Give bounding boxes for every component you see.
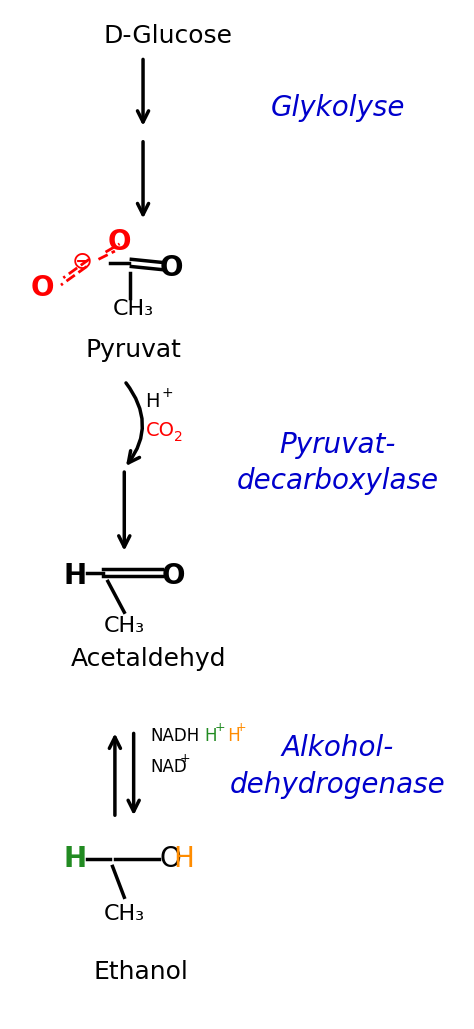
- Text: Pyruvat-
decarboxylase: Pyruvat- decarboxylase: [237, 431, 439, 495]
- Text: O: O: [30, 274, 54, 303]
- Text: O: O: [159, 845, 181, 874]
- Text: O: O: [162, 562, 185, 591]
- Text: H: H: [64, 845, 87, 874]
- Text: H: H: [64, 562, 87, 591]
- Text: CH₃: CH₃: [104, 615, 145, 636]
- Text: H: H: [204, 726, 217, 745]
- Text: D-Glucose: D-Glucose: [103, 24, 232, 48]
- Text: Glykolyse: Glykolyse: [271, 94, 405, 122]
- Text: Ethanol: Ethanol: [93, 960, 188, 985]
- Text: CO: CO: [146, 421, 174, 439]
- Text: CH₃: CH₃: [113, 298, 154, 319]
- Text: +: +: [215, 721, 226, 734]
- Text: +: +: [236, 721, 246, 734]
- Text: H: H: [173, 845, 194, 874]
- FancyArrowPatch shape: [126, 383, 142, 463]
- Text: O: O: [159, 253, 183, 282]
- Text: +: +: [179, 752, 190, 765]
- Text: 2: 2: [174, 430, 183, 445]
- Text: Pyruvat: Pyruvat: [86, 338, 182, 362]
- Text: H: H: [223, 726, 240, 745]
- Text: +: +: [162, 386, 173, 400]
- Text: NAD: NAD: [150, 757, 187, 776]
- Text: NADH: NADH: [150, 726, 200, 745]
- Text: ⊖: ⊖: [72, 250, 92, 275]
- Text: Alkohol-
dehydrogenase: Alkohol- dehydrogenase: [230, 735, 446, 799]
- Text: H: H: [146, 392, 160, 411]
- Text: O: O: [108, 227, 131, 256]
- Text: Acetaldehyd: Acetaldehyd: [70, 646, 226, 671]
- Text: CH₃: CH₃: [104, 903, 145, 924]
